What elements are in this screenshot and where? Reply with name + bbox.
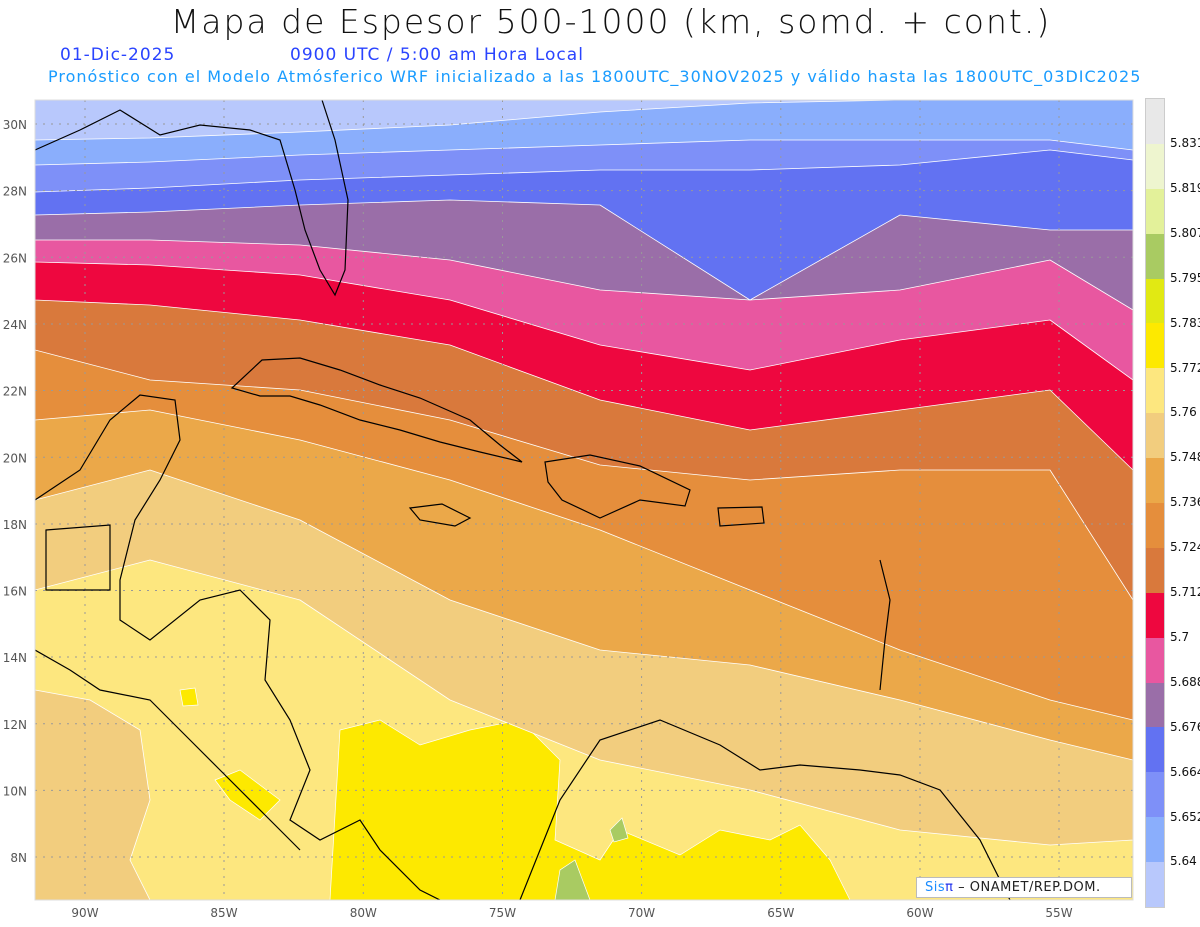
- colorbar-swatch: [1146, 547, 1164, 593]
- colorbar-label: 5.795: [1170, 270, 1200, 285]
- forecast-time: 0900 UTC / 5:00 am Hora Local: [290, 45, 584, 65]
- lat-label: 28N: [3, 185, 27, 199]
- coastline: [717, 506, 765, 527]
- colorbar-label: 5.724: [1170, 540, 1200, 555]
- colorbar-swatch: [1146, 323, 1164, 369]
- lon-label: 70W: [628, 906, 655, 920]
- contour-patch: [35, 689, 151, 900]
- lat-label: 10N: [3, 784, 27, 798]
- lon-label: 85W: [210, 906, 237, 920]
- lon-label: 65W: [767, 906, 794, 920]
- coastline: [544, 454, 691, 519]
- colorbar-swatch: [1146, 727, 1164, 773]
- credit-pi-logo: π: [945, 880, 954, 895]
- colorbar-swatch: [1146, 413, 1164, 459]
- colorbar-swatch: [1146, 862, 1164, 908]
- credit-sis: Sis: [925, 880, 946, 895]
- lat-label: 30N: [3, 118, 27, 132]
- colorbar-label: 5.676: [1170, 719, 1200, 734]
- lat-label: 14N: [3, 651, 27, 665]
- colorbar-label: 5.688: [1170, 674, 1200, 689]
- filled-contours: [35, 100, 1133, 900]
- contour-patch: [214, 769, 281, 821]
- credit-org: – ONAMET/REP.DOM.: [953, 880, 1101, 895]
- lon-label: 80W: [350, 906, 377, 920]
- colorbar-label: 5.831: [1170, 136, 1200, 150]
- forecast-subtitle: Pronóstico con el Modelo Atmósferico WRF…: [48, 67, 1142, 86]
- lon-label: 55W: [1045, 906, 1072, 920]
- lat-label: 22N: [3, 385, 27, 399]
- colorbar-swatch: [1146, 368, 1164, 414]
- map-frame: [34, 99, 1134, 901]
- lat-label: 24N: [3, 318, 27, 332]
- colorbar-swatch: [1146, 817, 1164, 863]
- colorbar-label: 5.783: [1170, 315, 1200, 330]
- colorbar-swatch: [1146, 637, 1164, 683]
- contour-patch: [554, 859, 591, 900]
- lat-label: 12N: [3, 718, 27, 732]
- colorbar-swatch: [1146, 99, 1164, 144]
- map-title: Mapa de Espesor 500-1000 (km, somd. + co…: [170, 2, 1052, 41]
- coastline: [879, 559, 891, 691]
- colorbar: [1145, 98, 1165, 909]
- coastline: [35, 394, 441, 900]
- contour-patch: [609, 817, 629, 843]
- lon-label: 75W: [489, 906, 516, 920]
- colorbar-label: 5.712: [1170, 585, 1200, 599]
- colorbar-swatch: [1146, 458, 1164, 504]
- contour-patch: [179, 687, 199, 707]
- colorbar-swatch: [1146, 278, 1164, 324]
- lat-label: 18N: [3, 518, 27, 532]
- colorbar-label: 5.76: [1170, 405, 1197, 420]
- colorbar-label: 5.652: [1170, 809, 1200, 824]
- coastline: [35, 649, 301, 851]
- coastline: [519, 719, 1011, 900]
- contour-band-5.64: [35, 100, 1133, 141]
- colorbar-swatch: [1146, 233, 1164, 279]
- colorbar-label: 5.772: [1170, 360, 1200, 375]
- coastline: [45, 524, 111, 591]
- coastline: [230, 357, 523, 463]
- lon-label: 90W: [71, 906, 98, 920]
- contour-patch: [329, 719, 851, 900]
- colorbar-label: 5.736: [1170, 495, 1200, 510]
- colorbar-swatch: [1146, 682, 1164, 728]
- colorbar-label: 5.807: [1170, 225, 1200, 240]
- colorbar-swatch: [1146, 592, 1164, 638]
- forecast-date: 01-Dic-2025: [60, 45, 176, 65]
- lat-label: 20N: [3, 451, 27, 465]
- colorbar-label: 5.664: [1170, 764, 1200, 779]
- colorbar-swatch: [1146, 143, 1164, 189]
- colorbar-label: 5.7: [1170, 629, 1190, 644]
- lat-label: 26N: [3, 251, 27, 265]
- credit-box: Sisπ – ONAMET/REP.DOM.: [916, 877, 1132, 898]
- coastline: [35, 100, 349, 297]
- colorbar-label: 5.748: [1170, 450, 1200, 465]
- colorbar-swatch: [1146, 188, 1164, 234]
- colorbar-label: 5.819: [1170, 180, 1200, 195]
- coastline: [408, 503, 472, 527]
- colorbar-label: 5.64: [1170, 854, 1197, 869]
- colorbar-swatch: [1146, 503, 1164, 548]
- colorbar-swatch: [1146, 772, 1164, 818]
- lat-label: 16N: [3, 585, 27, 599]
- lon-label: 60W: [906, 906, 933, 920]
- lat-label: 8N: [10, 851, 27, 865]
